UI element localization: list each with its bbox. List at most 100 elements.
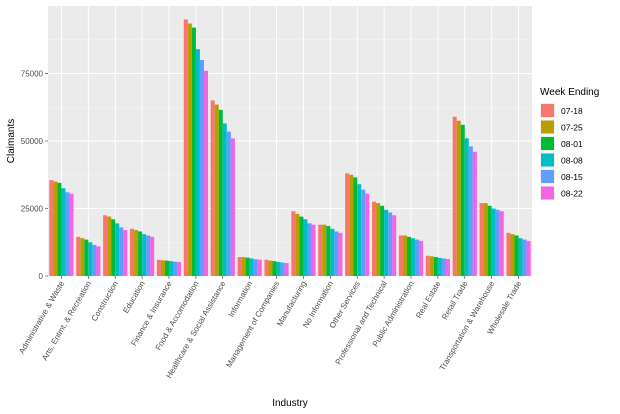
bar — [402, 235, 407, 276]
bar — [456, 120, 461, 276]
bar — [445, 258, 450, 276]
bars-layer — [49, 19, 531, 277]
bar — [380, 205, 385, 276]
bar — [526, 240, 531, 276]
bar — [230, 138, 235, 276]
bar — [146, 235, 151, 276]
bar — [291, 211, 296, 276]
legend-label: 07-18 — [561, 106, 583, 116]
legend-key — [541, 104, 554, 117]
bar — [468, 146, 473, 276]
bar — [92, 244, 97, 276]
bar — [69, 193, 74, 276]
bar — [280, 262, 285, 276]
bar — [264, 259, 269, 276]
bar — [514, 235, 519, 276]
bar — [299, 216, 304, 276]
legend-title: Week Ending — [540, 87, 599, 98]
bar — [326, 226, 331, 276]
x-tick-label: Real Estate — [414, 279, 443, 320]
bar — [272, 261, 277, 276]
legend-key — [541, 170, 554, 183]
bar — [506, 232, 511, 276]
bar — [119, 227, 124, 276]
bar — [183, 19, 188, 276]
bar — [103, 215, 108, 276]
legend-label: 08-15 — [561, 172, 583, 182]
bar — [433, 257, 438, 276]
bar — [452, 116, 457, 276]
bar — [437, 257, 442, 276]
x-tick-label: Retail Trade — [440, 279, 470, 321]
bar — [491, 208, 496, 276]
legend-label: 07-25 — [561, 122, 583, 132]
bar — [479, 203, 484, 276]
bar — [65, 192, 70, 276]
bar — [150, 236, 155, 276]
bar — [218, 109, 223, 276]
bar — [187, 23, 192, 276]
bar — [156, 259, 161, 276]
bar — [61, 188, 66, 276]
x-tick-label: Education — [121, 280, 147, 315]
bar — [134, 230, 139, 276]
bar — [169, 261, 174, 276]
bar — [80, 238, 85, 276]
bar — [115, 223, 120, 276]
bar — [425, 255, 430, 276]
bar — [441, 258, 446, 276]
bar — [472, 151, 477, 276]
bar — [388, 212, 393, 276]
x-tick-label: Information — [227, 280, 255, 319]
bar — [177, 261, 182, 276]
bar — [419, 240, 424, 276]
bar — [160, 260, 165, 276]
bar — [245, 257, 250, 276]
bar — [123, 230, 128, 276]
bar — [322, 224, 327, 276]
bar — [499, 211, 504, 276]
bar — [415, 239, 420, 276]
bar — [464, 138, 469, 276]
bar — [142, 234, 147, 276]
bar — [226, 131, 231, 276]
bar — [195, 49, 200, 277]
bar — [203, 70, 208, 276]
bar — [311, 224, 316, 276]
y-tick-label: 0 — [39, 272, 44, 281]
legend-label: 08-22 — [561, 188, 583, 198]
bar — [210, 100, 215, 276]
bar — [510, 234, 515, 276]
bar — [164, 260, 169, 276]
x-axis-title: Industry — [272, 398, 308, 409]
bar — [522, 239, 527, 276]
y-tick-label: 25000 — [21, 205, 44, 214]
x-tick-label: Professional and Technical — [334, 279, 389, 366]
bar — [334, 231, 339, 276]
y-tick-label: 75000 — [21, 70, 44, 79]
bar — [307, 223, 312, 276]
bar — [249, 258, 254, 276]
bar — [268, 260, 273, 276]
bar — [138, 231, 143, 276]
legend-key — [541, 186, 554, 200]
bar — [398, 235, 403, 276]
legend-key — [541, 120, 554, 134]
y-tick-label: 50000 — [21, 137, 44, 146]
bar — [84, 239, 89, 276]
bar — [372, 201, 377, 276]
bar — [487, 205, 492, 276]
bar — [107, 216, 112, 276]
bar — [318, 224, 323, 276]
legend: Week Ending 07-18 07-25 08-01 08-08 08-15 08-… — [540, 87, 599, 201]
bar — [295, 213, 300, 276]
bar — [276, 261, 281, 276]
bar — [460, 124, 465, 276]
x-tick-label: Arts, Entmt, & Recreation — [40, 280, 93, 363]
bar — [345, 173, 350, 276]
bar — [338, 232, 343, 276]
bar — [191, 27, 196, 276]
bar — [429, 256, 434, 276]
